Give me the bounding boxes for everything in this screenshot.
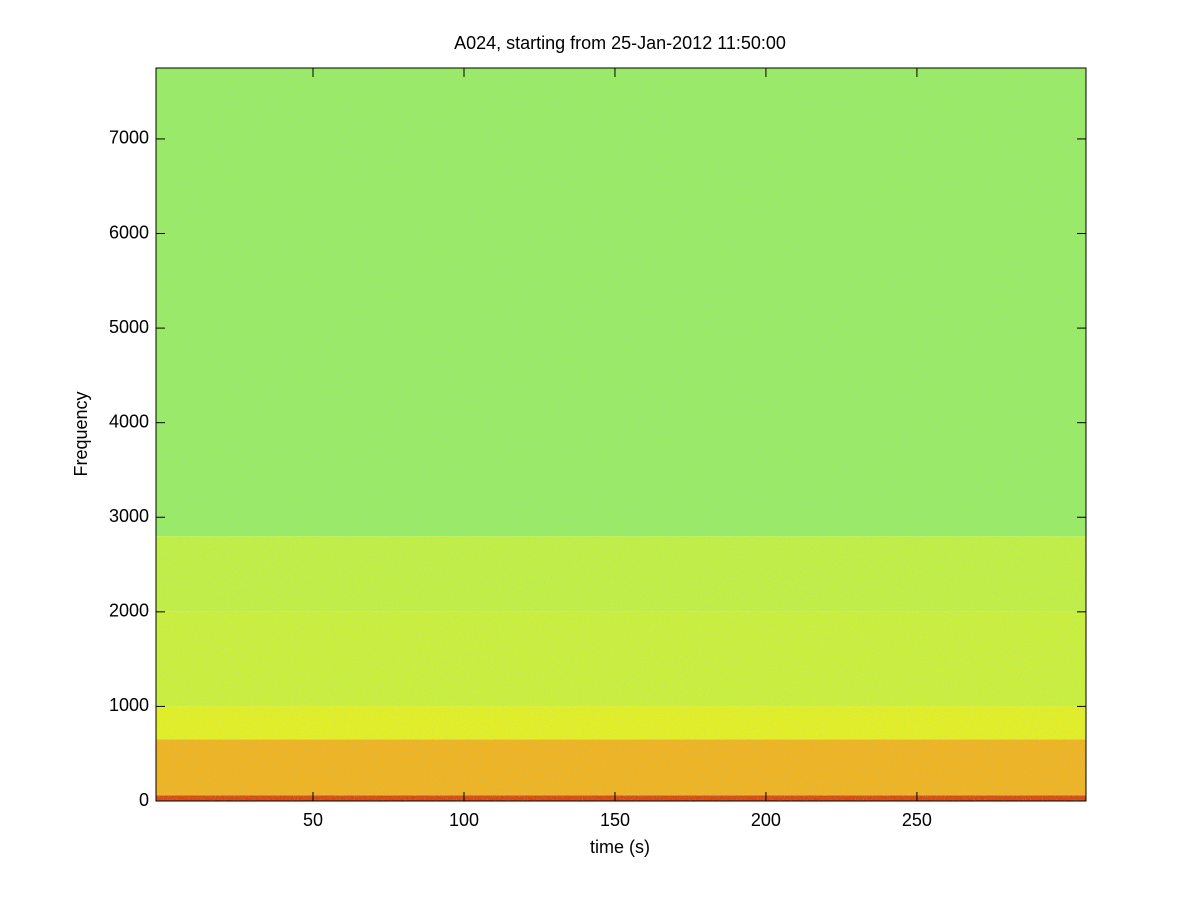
- y-tick-label: 2000: [109, 601, 149, 621]
- x-axis-label: time (s): [590, 837, 650, 857]
- x-tick-label: 150: [600, 810, 630, 830]
- noise-texture: [156, 68, 1086, 801]
- x-tick-label: 200: [751, 810, 781, 830]
- y-tick-label: 3000: [109, 506, 149, 526]
- y-tick-label: 6000: [109, 222, 149, 242]
- x-tick-label: 250: [902, 810, 932, 830]
- chart-title: A024, starting from 25-Jan-2012 11:50:00: [454, 33, 786, 53]
- plot-area: [156, 68, 1086, 801]
- y-axis-label: Frequency: [71, 391, 91, 476]
- x-tick-label: 100: [449, 810, 479, 830]
- x-tick-label: 50: [303, 810, 323, 830]
- y-tick-label: 0: [139, 790, 149, 810]
- y-tick-label: 5000: [109, 317, 149, 337]
- y-tick-label: 1000: [109, 695, 149, 715]
- plot-frame: [155, 67, 1087, 802]
- y-tick-label: 4000: [109, 411, 149, 431]
- y-tick-label: 7000: [109, 128, 149, 148]
